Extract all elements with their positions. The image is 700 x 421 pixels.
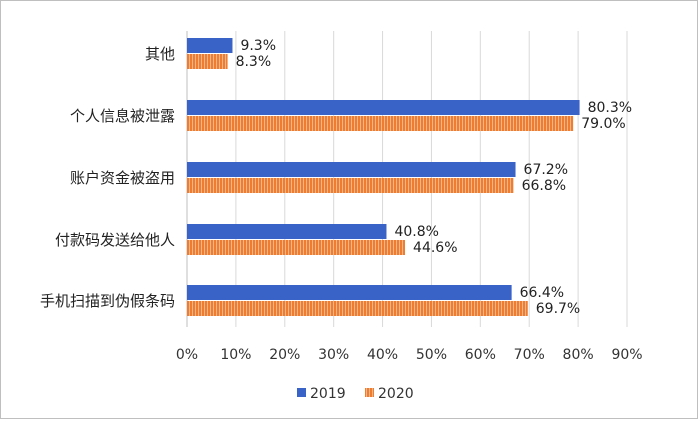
legend-label: 2019 — [310, 386, 346, 402]
bar-2020 — [187, 178, 514, 193]
x-tick-label: 80% — [563, 347, 594, 363]
legend-label: 2020 — [378, 386, 414, 402]
data-label: 40.8% — [394, 224, 438, 240]
x-tick-label: 10% — [220, 347, 251, 363]
data-label: 67.2% — [524, 162, 568, 178]
category-label: 付款码发送给他人 — [55, 231, 175, 249]
x-tick-label: 20% — [269, 347, 300, 363]
legend-swatch-2020 — [365, 388, 374, 397]
data-label: 80.3% — [588, 100, 632, 116]
bar-2019 — [187, 100, 580, 115]
x-tick-label: 90% — [611, 347, 642, 363]
data-label: 79.0% — [581, 116, 625, 132]
x-tick-label: 50% — [416, 347, 447, 363]
data-label: 66.8% — [522, 178, 566, 194]
category-label: 个人信息被泄露 — [70, 107, 175, 125]
data-label: 44.6% — [413, 240, 457, 256]
bar-2020 — [187, 54, 228, 69]
bar-2019 — [187, 162, 516, 177]
x-tick-label: 30% — [318, 347, 349, 363]
category-label: 账户资金被盗用 — [70, 169, 175, 187]
data-label: 8.3% — [236, 54, 272, 70]
category-label: 其他 — [145, 45, 175, 63]
bar-2020 — [187, 240, 406, 255]
x-tick-label: 60% — [465, 347, 496, 363]
bar-2019 — [187, 224, 387, 239]
data-label: 66.4% — [520, 285, 564, 301]
category-label: 手机扫描到伪假条码 — [40, 292, 175, 310]
x-tick-label: 0% — [176, 347, 198, 363]
x-tick-label: 70% — [514, 347, 545, 363]
data-label: 9.3% — [240, 38, 276, 54]
legend-swatch-2019 — [297, 388, 306, 397]
data-label: 69.7% — [536, 301, 580, 317]
bar-2020 — [187, 116, 574, 131]
x-tick-label: 40% — [367, 347, 398, 363]
bar-2019 — [187, 285, 512, 300]
bar-2020 — [187, 301, 528, 316]
bar-2019 — [187, 38, 233, 53]
